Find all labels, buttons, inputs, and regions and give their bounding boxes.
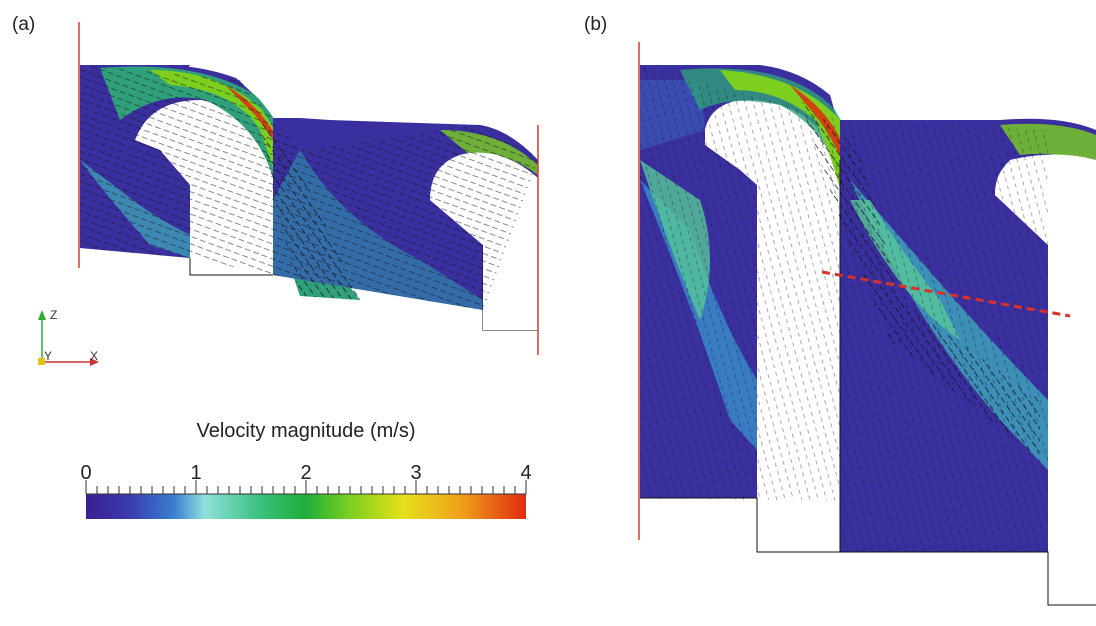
- colorbar-ramp: [86, 494, 526, 519]
- triad-x-label: X: [90, 349, 98, 363]
- colorbar-tick-0: 0: [80, 462, 92, 484]
- colorbar-tick-4: 4: [520, 462, 532, 484]
- colorbar-tick-2: 2: [300, 462, 312, 484]
- colorbar-tick-3: 3: [410, 462, 422, 484]
- triad-y-label: Y: [44, 349, 52, 363]
- colorbar-tick-1: 1: [190, 462, 202, 484]
- panel-b-flow-field: [638, 42, 1096, 626]
- colorbar: [85, 480, 527, 519]
- axis-triad: Z Y X: [38, 308, 99, 366]
- colorbar-title: Velocity magnitude (m/s): [196, 420, 416, 442]
- panel-label-b: (b): [584, 14, 608, 35]
- panel-a-flow-field: [78, 22, 539, 355]
- section-line: [821, 270, 1071, 318]
- colorbar-tick-marks: [85, 480, 527, 494]
- triad-z-label: Z: [50, 308, 57, 322]
- panel-label-a: (a): [12, 14, 36, 35]
